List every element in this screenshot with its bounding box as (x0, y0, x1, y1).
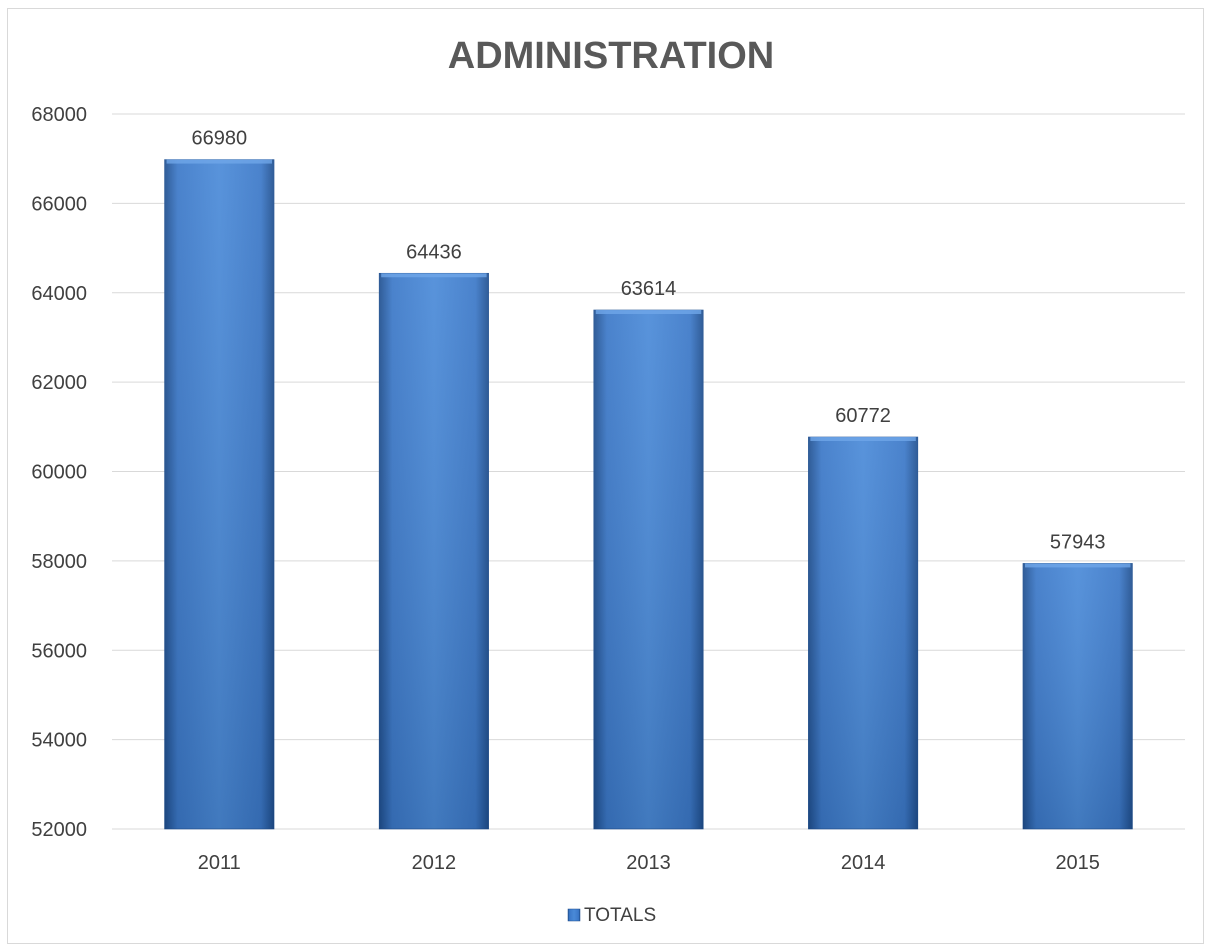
bars (164, 159, 1133, 830)
bar-shade (593, 309, 704, 829)
y-tick-label: 68000 (31, 104, 87, 126)
y-tick-label: 52000 (31, 819, 87, 841)
data-label: 66980 (191, 128, 247, 150)
bar-shade (164, 159, 275, 830)
bar-shade (1022, 563, 1133, 829)
y-axis: 52000 54000 56000 58000 60000 62000 64000 66000… (31, 104, 87, 841)
x-tick-label: 2013 (626, 852, 671, 874)
bar-top-bevel (595, 309, 702, 314)
y-tick-label: 64000 (31, 283, 87, 305)
data-label: 64436 (406, 241, 462, 263)
chart-title: ADMINISTRATION (448, 35, 775, 77)
x-tick-label: 2014 (841, 852, 886, 874)
legend-label: TOTALS (584, 905, 656, 926)
y-tick-label: 56000 (31, 640, 87, 662)
x-tick-label: 2015 (1055, 852, 1100, 874)
bar-top-bevel (166, 159, 273, 164)
y-tick-label: 60000 (31, 462, 87, 484)
data-label: 57943 (1050, 531, 1106, 553)
bar-top-bevel (810, 437, 916, 442)
y-tick-label: 58000 (31, 551, 87, 573)
x-tick-label: 2011 (198, 852, 241, 874)
bar-top-bevel (381, 273, 487, 278)
data-label: 63614 (621, 278, 677, 300)
x-axis: 2011 2012 2013 2014 2015 (198, 852, 1100, 874)
legend: TOTALS (567, 905, 656, 926)
data-labels: 66980 64436 63614 60772 57943 (191, 128, 1105, 554)
y-tick-label: 54000 (31, 730, 87, 752)
bar-top-bevel (1024, 563, 1131, 568)
x-tick-label: 2012 (412, 852, 457, 874)
legend-swatch (567, 908, 581, 922)
y-tick-label: 62000 (31, 372, 87, 394)
bar-shade (808, 437, 918, 829)
bar-shade (379, 273, 489, 829)
y-tick-label: 66000 (31, 193, 87, 215)
data-label: 60772 (835, 405, 891, 427)
